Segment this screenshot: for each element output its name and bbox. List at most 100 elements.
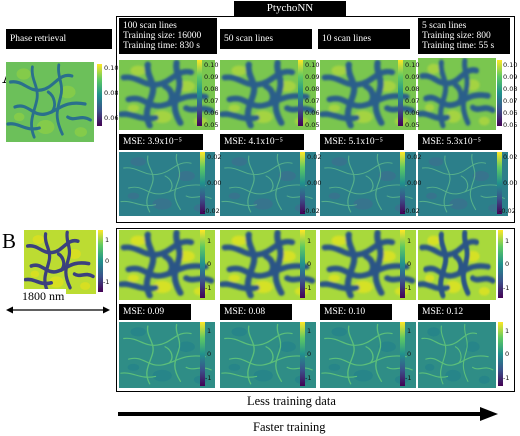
tick-error-b-5-1: 0 [505, 350, 510, 358]
ptychonn-header: PtychoNN [234, 1, 346, 16]
column-label-5-training-size: Training size: 800 [422, 31, 491, 41]
tick-error-b-100-1: 0 [207, 350, 212, 358]
tick-recon-a-10-0: 0.10 [405, 61, 420, 69]
colorbar-recon-b-10 [400, 230, 405, 298]
tick-error-a-100-0: 0.02 [207, 153, 222, 161]
tick-recon-a-100-1: 0.09 [204, 73, 219, 81]
column-label-100-scan-lines: 100 scan lines Training size: 16000 Trai… [119, 18, 217, 54]
tick-recon-a-50-2: 0.08 [305, 85, 320, 93]
tick-recon-a-100-3: 0.07 [204, 97, 219, 105]
recon-image-a-5 [418, 58, 496, 130]
tick-recon-a-5-1: 0.09 [503, 73, 518, 81]
tick-recon-a-100-5: 0.05 [204, 121, 219, 129]
tick-phase-a-2: 0.06 [104, 114, 119, 122]
tick-recon-a-10-5: 0.05 [405, 121, 420, 129]
column-label-100-training-time: Training time: 830 s [123, 41, 200, 51]
error-image-a-5 [418, 152, 508, 216]
column-label-phase-retrieval: Phase retrieval [6, 29, 112, 49]
tick-recon-b-10-2: -1 [405, 284, 412, 292]
mse-label-a-50: MSE: 4.1x10⁻⁵ [220, 134, 304, 150]
tick-error-a-50-0: 0.02 [307, 153, 322, 161]
training-arrow [118, 407, 498, 421]
tick-recon-a-50-1: 0.09 [305, 73, 320, 81]
tick-recon-a-50-0: 0.10 [305, 61, 320, 69]
tick-error-a-50-2: -0.02 [303, 207, 320, 215]
row-label-b: B [2, 229, 17, 253]
tick-phase-b-1: 0 [105, 257, 110, 265]
mse-label-a-10: MSE: 5.1x10⁻⁵ [320, 134, 404, 150]
tick-error-b-10-0: 1 [407, 327, 412, 335]
tick-recon-b-5-1: 0 [505, 260, 510, 268]
tick-error-b-5-2: -1 [503, 374, 510, 382]
error-image-b-5 [418, 322, 496, 388]
tick-recon-a-5-0: 0.10 [503, 61, 518, 69]
column-label-5-training-time: Training time: 55 s [422, 41, 495, 51]
column-label-100-title: 100 scan lines [123, 21, 177, 31]
recon-image-b-5 [418, 230, 496, 300]
tick-recon-a-5-4: 0.06 [503, 109, 518, 117]
tick-recon-b-50-1: 0 [307, 260, 312, 268]
colorbar-error-a-50 [300, 152, 305, 214]
colorbar-recon-a-100 [197, 60, 202, 126]
tick-error-b-10-1: 0 [407, 350, 412, 358]
tick-error-b-50-0: 1 [307, 327, 312, 335]
phase-image-b [24, 230, 96, 294]
tick-recon-b-10-1: 0 [407, 260, 412, 268]
tick-error-b-10-2: -1 [405, 374, 412, 382]
tick-recon-b-5-0: 1 [505, 237, 510, 245]
tick-recon-b-5-2: -1 [503, 284, 510, 292]
tick-recon-a-10-4: 0.06 [405, 109, 420, 117]
tick-error-b-50-1: 0 [307, 350, 312, 358]
tick-recon-a-100-2: 0.08 [204, 85, 219, 93]
error-image-b-100 [119, 322, 215, 388]
arrow-label-faster-training: Faster training [253, 420, 326, 434]
colorbar-recon-b-50 [300, 230, 305, 298]
colorbar-phase-b [98, 230, 103, 292]
tick-recon-a-100-4: 0.06 [204, 109, 219, 117]
error-image-a-100 [119, 152, 215, 216]
tick-error-a-5-1: 0.00 [503, 179, 518, 187]
tick-recon-a-50-4: 0.06 [305, 109, 320, 117]
tick-error-a-10-0: 0.02 [407, 153, 422, 161]
phase-image-a [6, 62, 94, 142]
scale-bar [6, 306, 110, 314]
tick-recon-a-50-5: 0.05 [305, 121, 320, 129]
colorbar-error-b-10 [400, 322, 405, 386]
mse-label-b-50: MSE: 0.08 [220, 304, 292, 320]
tick-recon-a-10-3: 0.07 [405, 97, 420, 105]
colorbar-recon-a-50 [298, 60, 303, 126]
tick-error-a-100-1: 0.00 [207, 179, 222, 187]
tick-recon-b-100-0: 1 [207, 237, 212, 245]
column-label-5-scan-lines: 5 scan lines Training size: 800 Training… [418, 18, 510, 54]
ptychonn-frame-row-b [116, 228, 515, 392]
mse-label-a-100: MSE: 3.9x10⁻⁵ [119, 134, 203, 150]
ptychonn-frame-row-a [116, 16, 515, 223]
tick-recon-b-100-1: 0 [207, 260, 212, 268]
tick-recon-a-5-2: 0.08 [503, 85, 518, 93]
scale-bar-label: 1800 nm [20, 289, 67, 304]
column-label-50-scan-lines: 50 scan lines [220, 29, 312, 49]
colorbar-error-b-100 [200, 322, 205, 386]
arrow-label-less-data: Less training data [247, 394, 336, 408]
tick-recon-a-10-2: 0.08 [405, 85, 420, 93]
mse-label-a-5: MSE: 5.3x10⁻⁵ [418, 134, 502, 150]
colorbar-error-b-50 [300, 322, 305, 386]
colorbar-error-a-5 [497, 152, 502, 214]
colorbar-error-a-100 [200, 152, 205, 214]
colorbar-recon-b-100 [200, 230, 205, 298]
tick-phase-a-0: 0.10 [104, 64, 119, 72]
tick-recon-a-50-3: 0.07 [305, 97, 320, 105]
colorbar-recon-a-5 [497, 60, 502, 126]
colorbar-recon-a-10 [398, 60, 403, 126]
tick-phase-a-1: 0.08 [104, 89, 119, 97]
tick-error-b-100-2: -1 [205, 374, 212, 382]
tick-recon-b-10-0: 1 [407, 237, 412, 245]
tick-error-b-50-2: -1 [305, 374, 312, 382]
tick-recon-a-5-3: 0.07 [503, 97, 518, 105]
tick-recon-a-5-5: 0.05 [503, 121, 518, 129]
column-label-10-scan-lines: 10 scan lines [318, 29, 410, 49]
tick-error-a-5-2: -0.02 [499, 207, 516, 215]
tick-recon-a-100-0: 0.10 [204, 61, 219, 69]
colorbar-error-a-10 [400, 152, 405, 214]
